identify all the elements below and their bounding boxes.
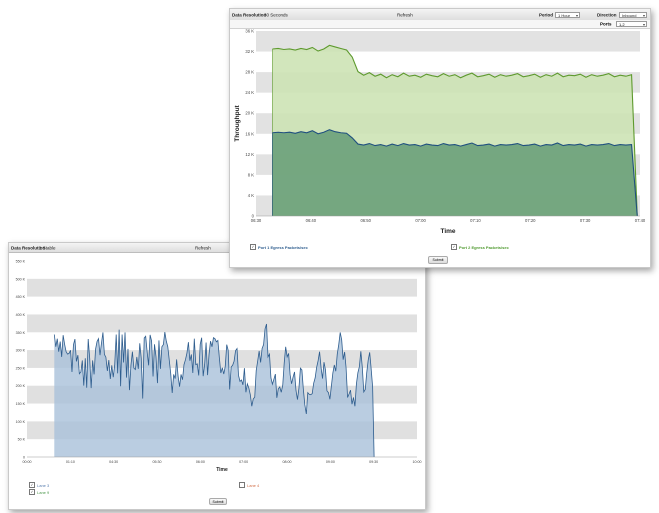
direction-select[interactable]: Inbound ▾ bbox=[619, 11, 647, 18]
port-throughput-chart: 0 4 K 8 K 12 K 16 K 20 K 24 K 28 K 32 K 36 K 06:30… bbox=[234, 29, 646, 236]
legend-item-port-1[interactable]: ✓ Port 1 Egress Packets/sec bbox=[250, 244, 308, 250]
legend-item-port-2[interactable]: ✓ Port 2 Egress Packets/sec bbox=[451, 244, 509, 250]
series-line bbox=[53, 323, 375, 458]
legend-checkbox[interactable]: ✓ bbox=[451, 244, 457, 250]
legend-item-lane-3[interactable]: ✓ Lane 3 bbox=[29, 482, 49, 488]
x-tick-label: 07:10 bbox=[470, 218, 481, 223]
legend-label: Lane 4 bbox=[247, 482, 260, 488]
ports-value: 1,2 bbox=[619, 22, 625, 27]
data-resolution-label: Data Resolution bbox=[11, 245, 46, 250]
chevron-down-icon: ▾ bbox=[575, 12, 578, 18]
chevron-down-icon: ▾ bbox=[642, 12, 645, 18]
y-tick-label: 16 K bbox=[245, 131, 254, 136]
x-tick-label: 07:00 bbox=[239, 460, 248, 464]
y-tick-label: 500 K bbox=[16, 277, 26, 281]
data-resolution-label: Data Resolution bbox=[232, 12, 267, 17]
period-value: 1 Hour bbox=[558, 12, 571, 18]
x-tick-label: 07:20 bbox=[525, 218, 536, 223]
y-tick-label: 300 K bbox=[16, 349, 26, 353]
chevron-down-icon: ▾ bbox=[642, 22, 645, 27]
series-line bbox=[272, 44, 638, 217]
y-tick-label: 24 K bbox=[245, 90, 254, 95]
direction-value: Inbound bbox=[622, 12, 637, 18]
submit-button[interactable]: Submit bbox=[209, 498, 227, 505]
submit-button[interactable]: Submit bbox=[428, 256, 448, 264]
y-tick-label: 12 K bbox=[245, 152, 254, 157]
y-tick-label: 100 K bbox=[16, 420, 26, 424]
x-tick-label: 04:30 bbox=[109, 460, 118, 464]
grid-band bbox=[27, 278, 417, 297]
ports-select[interactable]: 1,2 ▾ bbox=[616, 21, 647, 27]
y-tick-label: 400 K bbox=[16, 313, 26, 317]
y-axis-title: Throughput bbox=[234, 104, 241, 141]
period-label: Period bbox=[539, 12, 554, 17]
back-toolbar: Data Resolution 30 Seconds Refresh Perio… bbox=[230, 9, 650, 21]
y-tick-label: 50 K bbox=[18, 438, 26, 442]
legend-checkbox[interactable]: ✓ bbox=[29, 482, 35, 488]
legend-label: Lane 9 bbox=[37, 489, 50, 495]
y-tick-label: 0 bbox=[23, 456, 25, 460]
refresh-link[interactable]: Refresh bbox=[397, 12, 413, 17]
throughput-window-lane: Data Resolution 1 Stable Refresh 0 50 K 10… bbox=[8, 242, 426, 510]
y-tick-label: 4 K bbox=[248, 193, 254, 198]
y-tick-label: 36 K bbox=[245, 29, 254, 34]
y-tick-label: 0 bbox=[252, 214, 255, 219]
legend-checkbox[interactable]: ✓ bbox=[29, 489, 35, 495]
x-tick-label: 07:00 bbox=[415, 218, 426, 223]
legend-checkbox[interactable]: ✓ bbox=[250, 244, 256, 250]
y-tick-label: 20 K bbox=[245, 111, 254, 116]
refresh-link[interactable]: Refresh bbox=[195, 245, 211, 250]
legend-item-lane-4[interactable]: Lane 4 bbox=[239, 482, 259, 488]
x-axis-title: Time bbox=[216, 467, 228, 473]
y-tick-label: 350 K bbox=[16, 331, 26, 335]
grid-band bbox=[256, 31, 640, 52]
x-axis-title: Time bbox=[440, 228, 455, 235]
y-tick-label: 8 K bbox=[248, 172, 254, 177]
legend-label: Lane 3 bbox=[37, 482, 50, 488]
x-tick-label: 08:00 bbox=[283, 460, 292, 464]
legend-checkbox[interactable] bbox=[239, 482, 245, 488]
y-tick-label: 250 K bbox=[16, 366, 26, 370]
y-tick-label: 550 K bbox=[16, 260, 26, 264]
x-tick-label: 01:10 bbox=[66, 460, 75, 464]
series-line bbox=[272, 129, 638, 217]
legend-label: Port 1 Egress Packets/sec bbox=[258, 244, 308, 250]
grid-band bbox=[27, 314, 417, 333]
legend-label: Port 2 Egress Packets/sec bbox=[459, 244, 509, 250]
y-tick-label: 28 K bbox=[245, 70, 254, 75]
x-tick-label: 05:30 bbox=[153, 460, 162, 464]
x-tick-label: 10:00 bbox=[413, 460, 422, 464]
x-tick-label: 06:30 bbox=[251, 218, 262, 223]
y-tick-label: 450 K bbox=[16, 295, 26, 299]
x-tick-label: 09:00 bbox=[326, 460, 335, 464]
period-select[interactable]: 1 Hour ▾ bbox=[555, 11, 580, 18]
lane-throughput-chart: 0 50 K 100 K 150 K 200 K 250 K 300 K 350 K 400 K… bbox=[16, 260, 422, 474]
data-resolution-value[interactable]: 30 Seconds bbox=[264, 12, 288, 17]
throughput-window-ports: Data Resolution 30 Seconds Refresh Perio… bbox=[229, 8, 651, 268]
front-toolbar: Data Resolution 1 Stable Refresh bbox=[9, 243, 425, 253]
data-resolution-value[interactable]: 1 Stable bbox=[39, 245, 56, 250]
x-tick-label: 07:30 bbox=[580, 218, 591, 223]
ports-bar: Ports 1,2 ▾ bbox=[230, 20, 650, 29]
x-tick-label: 06:40 bbox=[306, 218, 317, 223]
x-tick-label: 09:30 bbox=[369, 460, 378, 464]
series-area bbox=[272, 129, 638, 216]
x-tick-label: 07:40 bbox=[635, 218, 646, 223]
x-tick-label: 00:00 bbox=[23, 460, 32, 464]
ports-label: Ports bbox=[600, 21, 612, 27]
y-tick-label: 32 K bbox=[245, 49, 254, 54]
y-tick-label: 200 K bbox=[16, 384, 26, 388]
x-tick-label: 06:00 bbox=[196, 460, 205, 464]
series-area bbox=[54, 324, 375, 457]
x-tick-label: 06:50 bbox=[360, 218, 371, 223]
legend-item-lane-9[interactable]: ✓ Lane 9 bbox=[29, 489, 49, 495]
direction-label: Direction bbox=[597, 12, 617, 17]
y-tick-label: 150 K bbox=[16, 402, 26, 406]
